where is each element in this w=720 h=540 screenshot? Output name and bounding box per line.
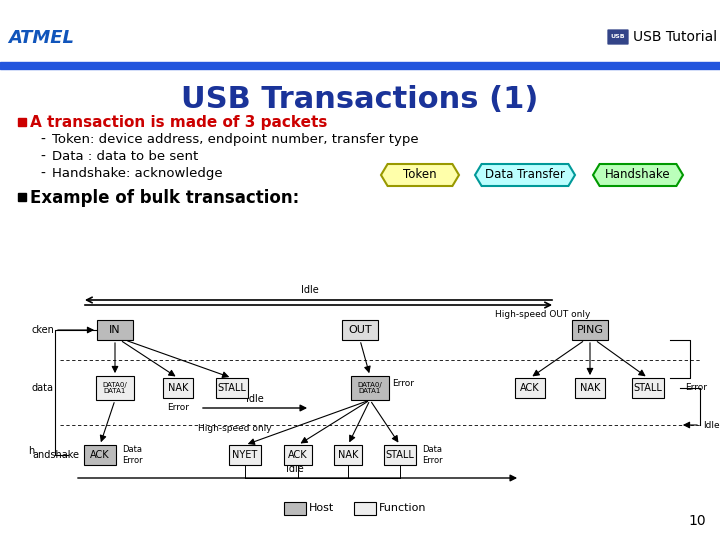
Polygon shape — [593, 164, 683, 186]
Bar — [572, 320, 608, 340]
Bar — [97, 320, 133, 340]
Bar — [84, 445, 116, 465]
Text: Handshake: acknowledge: Handshake: acknowledge — [52, 167, 222, 180]
Text: DATA0/: DATA0/ — [103, 382, 127, 388]
Text: -: - — [40, 133, 45, 147]
Text: Idle: Idle — [286, 464, 304, 474]
Text: -: - — [40, 150, 45, 164]
Bar — [351, 376, 389, 400]
Text: Handshake: Handshake — [606, 168, 671, 181]
Text: h: h — [28, 446, 35, 456]
Bar — [334, 445, 362, 465]
Bar — [96, 376, 134, 400]
Text: Data Transfer: Data Transfer — [485, 168, 565, 181]
Text: Data : data to be sent: Data : data to be sent — [52, 151, 198, 164]
Bar — [354, 502, 376, 515]
Text: STALL: STALL — [634, 383, 662, 393]
Text: DATA0/: DATA0/ — [358, 382, 382, 388]
Text: Idle: Idle — [703, 421, 719, 429]
Text: ATMEL: ATMEL — [8, 29, 74, 47]
Text: NAK: NAK — [338, 450, 358, 460]
Text: data: data — [32, 383, 54, 393]
Text: STALL: STALL — [217, 383, 246, 393]
Text: andshake: andshake — [32, 450, 79, 460]
Text: ACK: ACK — [288, 450, 308, 460]
Text: OUT: OUT — [348, 325, 372, 335]
Text: Token: Token — [403, 168, 437, 181]
Text: Error: Error — [392, 379, 414, 388]
Bar — [342, 320, 378, 340]
Text: USB: USB — [611, 35, 625, 39]
Text: -: - — [40, 167, 45, 181]
FancyBboxPatch shape — [607, 29, 629, 45]
Text: NAK: NAK — [580, 383, 600, 393]
Polygon shape — [475, 164, 575, 186]
Bar — [18, 118, 26, 126]
Bar — [18, 193, 26, 201]
Text: 10: 10 — [688, 514, 706, 528]
Bar — [229, 445, 261, 465]
Bar — [575, 378, 605, 398]
Bar — [515, 378, 545, 398]
Text: USB Transactions (1): USB Transactions (1) — [181, 85, 539, 114]
Text: Data
Error: Data Error — [422, 446, 443, 465]
Text: PING: PING — [577, 325, 603, 335]
Bar — [384, 445, 416, 465]
Text: IN: IN — [109, 325, 121, 335]
Text: Host: Host — [309, 503, 334, 513]
Text: A transaction is made of 3 packets: A transaction is made of 3 packets — [30, 116, 328, 131]
Text: Token: device address, endpoint number, transfer type: Token: device address, endpoint number, … — [52, 133, 418, 146]
Text: High-speed only: High-speed only — [198, 424, 272, 433]
Text: STALL: STALL — [386, 450, 415, 460]
Text: NAK: NAK — [168, 383, 188, 393]
Text: Idle: Idle — [301, 285, 319, 295]
Text: Error: Error — [685, 383, 707, 393]
Bar — [284, 502, 306, 515]
Text: ACK: ACK — [520, 383, 540, 393]
Bar — [632, 378, 664, 398]
Bar — [216, 378, 248, 398]
Polygon shape — [381, 164, 459, 186]
Bar — [284, 445, 312, 465]
Text: Function: Function — [379, 503, 426, 513]
Bar — [163, 378, 193, 398]
Text: cken: cken — [32, 325, 55, 335]
Text: Data
Error: Data Error — [122, 446, 143, 465]
Text: Idle: Idle — [246, 394, 264, 404]
Text: Example of bulk transaction:: Example of bulk transaction: — [30, 189, 300, 207]
Text: NYET: NYET — [233, 450, 258, 460]
Text: Error: Error — [167, 403, 189, 412]
Bar — [0, 62, 720, 69]
Text: DATA1: DATA1 — [359, 388, 381, 394]
Text: High-speed OUT only: High-speed OUT only — [495, 310, 590, 319]
Text: USB Tutorial: USB Tutorial — [633, 30, 717, 44]
Text: DATA1: DATA1 — [104, 388, 126, 394]
Text: ACK: ACK — [90, 450, 110, 460]
